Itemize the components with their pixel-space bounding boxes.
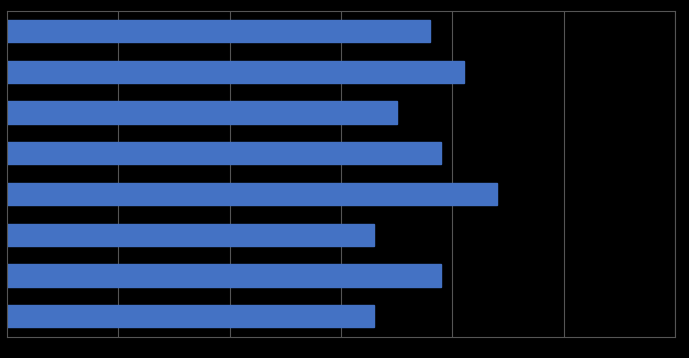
Bar — [7, 264, 441, 287]
Bar — [7, 142, 441, 164]
Bar — [7, 223, 375, 246]
Bar — [7, 183, 497, 205]
Bar — [7, 305, 375, 327]
Bar — [7, 101, 397, 124]
Bar — [7, 20, 430, 42]
Bar — [7, 61, 464, 83]
